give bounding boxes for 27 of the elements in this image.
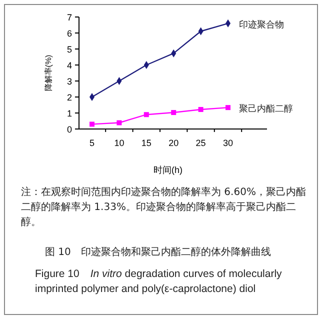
point bbox=[226, 105, 230, 110]
series-label: 聚己内酯二醇 bbox=[239, 104, 293, 114]
point bbox=[198, 106, 204, 112]
point bbox=[116, 120, 122, 126]
x-tick-label: 30 bbox=[222, 138, 234, 148]
point bbox=[144, 112, 149, 118]
y-tick-label: 7 bbox=[66, 12, 72, 22]
x-tick-label: 20 bbox=[168, 138, 179, 148]
x-tick-label: 5 bbox=[89, 138, 95, 148]
text: 注：在观察时间范围内印迹聚合物的降解率为 6.60%，聚己内酯二醇的降解率为 1.33%。印迹聚合物的降解率高于聚己内酯二醇。 bbox=[21, 186, 307, 230]
y-axis-title: 降解率(%) bbox=[44, 54, 53, 92]
y-tick-label: 6 bbox=[66, 28, 72, 38]
series-label: 印迹聚合物 bbox=[239, 19, 284, 30]
y-tick-label: 4 bbox=[66, 60, 72, 70]
y-tick-label: 0 bbox=[66, 124, 72, 134]
y-tick-label: 3 bbox=[66, 76, 72, 86]
x-tick-label: 25 bbox=[196, 138, 206, 148]
point bbox=[90, 122, 94, 127]
y-tick-label: 1 bbox=[66, 108, 72, 118]
caption: Figure 10 In vitro degradation curves of molecularly imprinted polymer and poly(ε-caprolactone) diol bbox=[35, 267, 283, 297]
x-tick-label: 15 bbox=[141, 138, 152, 148]
x-axis-title: 时间(h) bbox=[154, 165, 182, 175]
point bbox=[171, 110, 176, 116]
x-tick-label: 10 bbox=[114, 138, 124, 148]
caption: 图 10 印迹聚合物和聚己内酯二醇的体外降解曲线 bbox=[45, 246, 272, 260]
y-tick-label: 5 bbox=[66, 44, 72, 54]
y-tick-label: 2 bbox=[66, 92, 72, 102]
